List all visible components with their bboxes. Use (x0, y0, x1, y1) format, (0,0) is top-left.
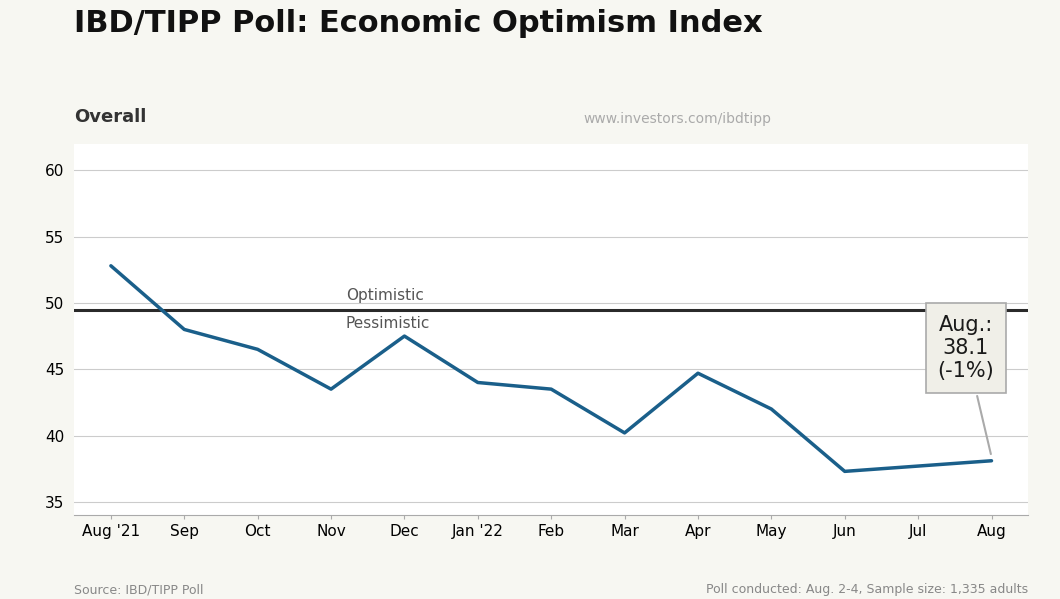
Text: Optimistic: Optimistic (346, 288, 424, 303)
Text: Overall: Overall (74, 108, 146, 126)
Text: www.investors.com/ibdtipp: www.investors.com/ibdtipp (583, 112, 771, 126)
Text: IBD/TIPP Poll: Economic Optimism Index: IBD/TIPP Poll: Economic Optimism Index (74, 9, 763, 38)
Text: Source: IBD/TIPP Poll: Source: IBD/TIPP Poll (74, 583, 204, 596)
Text: Poll conducted: Aug. 2-4, Sample size: 1,335 adults: Poll conducted: Aug. 2-4, Sample size: 1… (706, 583, 1028, 596)
Text: Pessimistic: Pessimistic (346, 316, 430, 331)
Text: Aug.:
38.1
(-1%): Aug.: 38.1 (-1%) (937, 315, 994, 454)
